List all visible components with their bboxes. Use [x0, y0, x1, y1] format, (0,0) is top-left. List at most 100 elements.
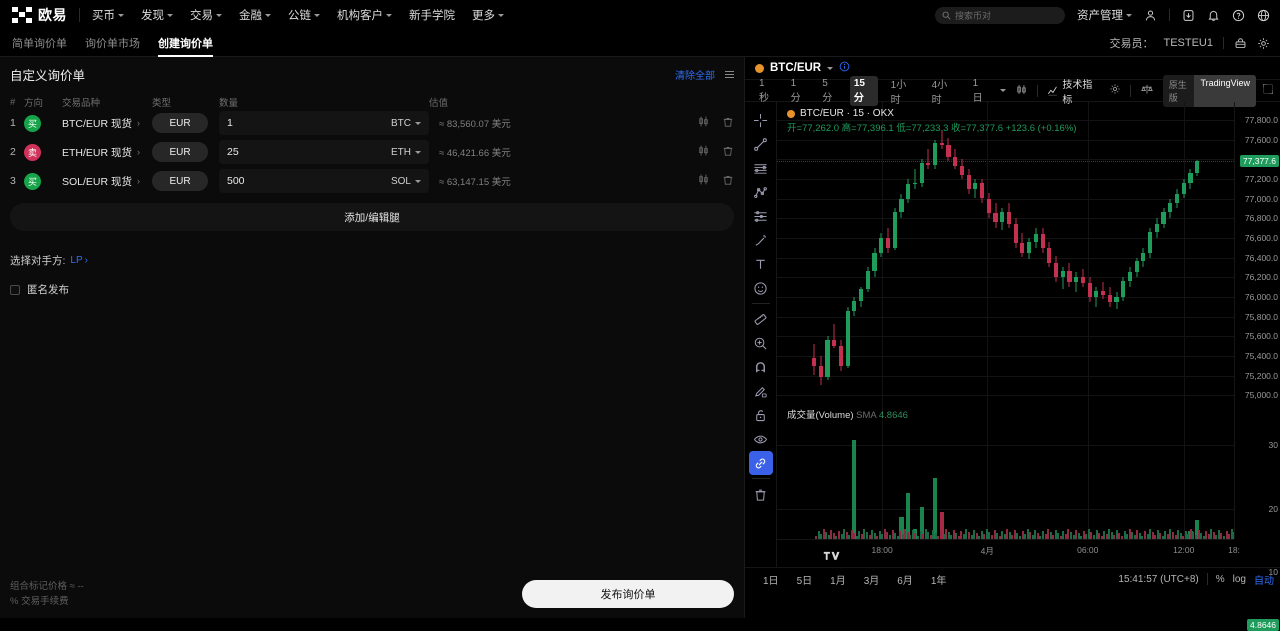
compare-icon[interactable]: [1140, 83, 1154, 99]
chevron-down-icon: [498, 14, 504, 17]
timeframe-5m[interactable]: 5分: [818, 76, 841, 106]
link-icon[interactable]: [749, 451, 773, 475]
volume-gridline: [777, 509, 1234, 510]
magnet-icon[interactable]: [749, 355, 773, 379]
delete-row-icon[interactable]: [722, 145, 734, 160]
candle-body: [839, 346, 843, 366]
pencil-lock-icon[interactable]: [749, 379, 773, 403]
percent-scale-toggle[interactable]: %: [1216, 574, 1225, 585]
range-1m[interactable]: 1月: [826, 570, 850, 589]
help-icon[interactable]: [1232, 9, 1245, 22]
range-1y[interactable]: 1年: [927, 570, 951, 589]
nav-item-chain[interactable]: 公链: [288, 7, 320, 23]
quantity-input[interactable]: 25 ETH: [219, 140, 429, 164]
globe-icon[interactable]: [1257, 9, 1270, 22]
candle-chart-icon[interactable]: [697, 144, 710, 160]
fullscreen-icon[interactable]: [1262, 83, 1274, 98]
crosshair-icon[interactable]: [749, 108, 773, 132]
nav-item-more[interactable]: 更多: [472, 7, 504, 23]
add-edit-leg-button[interactable]: 添加/编辑腿: [10, 203, 734, 231]
zoom-icon[interactable]: [749, 331, 773, 355]
emoji-icon[interactable]: [749, 276, 773, 300]
candle: [1148, 102, 1152, 417]
okx-logo[interactable]: 欧易: [12, 5, 67, 25]
table-row[interactable]: 1 买 BTC/EUR 现货 › EUR 1 BTC: [10, 111, 734, 135]
tab-rfq-market[interactable]: 询价单市场: [85, 30, 140, 57]
page-title: 自定义询价单: [10, 65, 85, 84]
chart-settings-gear-icon[interactable]: [1109, 83, 1121, 98]
type-pill-button[interactable]: EUR: [152, 113, 208, 133]
tradingview-logo[interactable]: [823, 550, 840, 563]
direction-toggle[interactable]: 买: [24, 173, 62, 190]
search-input[interactable]: 搜索币对: [935, 7, 1065, 24]
ruler-icon[interactable]: [749, 307, 773, 331]
user-icon[interactable]: [1144, 9, 1157, 22]
trendline-icon[interactable]: [749, 132, 773, 156]
log-scale-toggle[interactable]: log: [1233, 574, 1246, 585]
range-5d[interactable]: 5日: [793, 570, 817, 589]
delete-row-icon[interactable]: [722, 116, 734, 131]
table-row[interactable]: 3 买 SOL/EUR 现货 › EUR 500 SOL: [10, 169, 734, 193]
info-icon[interactable]: [839, 59, 850, 77]
trash-icon[interactable]: [749, 482, 773, 506]
horizontal-lines-icon[interactable]: [749, 156, 773, 180]
gear-icon[interactable]: [1257, 37, 1270, 50]
nav-item-finance[interactable]: 金融: [239, 7, 271, 23]
range-3m[interactable]: 3月: [860, 570, 884, 589]
mode-icon[interactable]: [1234, 37, 1247, 50]
lock-icon[interactable]: [749, 403, 773, 427]
candle-type-icon[interactable]: [1015, 83, 1028, 99]
nav-item-asset-management[interactable]: 资产管理: [1077, 7, 1132, 23]
counterparty-value-button[interactable]: LP ›: [70, 255, 88, 266]
symbol-selector[interactable]: BTC/EUR 现货 ›: [62, 116, 152, 131]
delete-row-icon[interactable]: [722, 174, 734, 189]
symbol-selector[interactable]: SOL/EUR 现货 ›: [62, 174, 152, 189]
table-row[interactable]: 2 卖 ETH/EUR 现货 › EUR 25 ETH: [10, 140, 734, 164]
candles-and-volume-canvas[interactable]: [777, 102, 1234, 539]
price-axis[interactable]: 77,800.077,600.077,400.077,200.077,000.0…: [1234, 102, 1280, 539]
pitchfork-icon[interactable]: [749, 180, 773, 204]
type-pill-button[interactable]: EUR: [152, 142, 208, 162]
unit-selector[interactable]: ETH: [391, 147, 421, 158]
timeframe-1d[interactable]: 1日: [969, 76, 992, 106]
brush-icon[interactable]: [749, 228, 773, 252]
symbol-selector[interactable]: ETH/EUR 现货 ›: [62, 145, 152, 160]
direction-toggle[interactable]: 买: [24, 115, 62, 132]
nav-item-trade[interactable]: 交易: [190, 7, 222, 23]
anonymous-checkbox[interactable]: [10, 285, 20, 295]
ranges-icon[interactable]: [749, 204, 773, 228]
publish-rfq-button[interactable]: 发布询价单: [522, 580, 734, 608]
nav-item-buy-crypto[interactable]: 买币: [92, 7, 124, 23]
candle-chart-icon[interactable]: [697, 173, 710, 189]
tab-create-rfq[interactable]: 创建询价单: [158, 30, 213, 57]
menu-icon[interactable]: [725, 71, 734, 78]
indicators-button[interactable]: 技术指标: [1047, 76, 1100, 106]
quantity-input[interactable]: 1 BTC: [219, 111, 429, 135]
chart-plot-area[interactable]: BTC/EUR · 15 · OKX 开=77,262.0 高=77,396.1…: [777, 102, 1280, 567]
chevron-down-icon[interactable]: [1000, 89, 1006, 92]
unit-selector[interactable]: BTC: [391, 118, 421, 129]
download-icon[interactable]: [1182, 9, 1195, 22]
clear-all-button[interactable]: 清除全部: [675, 67, 715, 82]
eye-icon[interactable]: [749, 427, 773, 451]
quantity-input[interactable]: 500 SOL: [219, 169, 429, 193]
timeframe-1s[interactable]: 1秒: [755, 76, 778, 106]
timeframe-15m[interactable]: 15分: [850, 76, 878, 106]
chart-overview-strip[interactable]: [777, 529, 1234, 539]
timeframe-1m[interactable]: 1分: [787, 76, 810, 106]
bell-icon[interactable]: [1207, 9, 1220, 22]
candle-chart-icon[interactable]: [697, 115, 710, 131]
unit-selector[interactable]: SOL: [391, 176, 421, 187]
chevron-down-icon[interactable]: [827, 67, 833, 70]
tab-simple-rfq[interactable]: 简单询价单: [12, 30, 67, 57]
nav-item-academy[interactable]: 新手学院: [409, 7, 455, 23]
direction-toggle[interactable]: 卖: [24, 144, 62, 161]
anonymous-publish-row[interactable]: 匿名发布: [10, 282, 734, 297]
nav-item-discover[interactable]: 发现: [141, 7, 173, 23]
text-icon[interactable]: [749, 252, 773, 276]
nav-item-institutional[interactable]: 机构客户: [337, 7, 392, 23]
range-6m[interactable]: 6月: [893, 570, 917, 589]
range-1d[interactable]: 1日: [759, 570, 783, 589]
type-pill-button[interactable]: EUR: [152, 171, 208, 191]
